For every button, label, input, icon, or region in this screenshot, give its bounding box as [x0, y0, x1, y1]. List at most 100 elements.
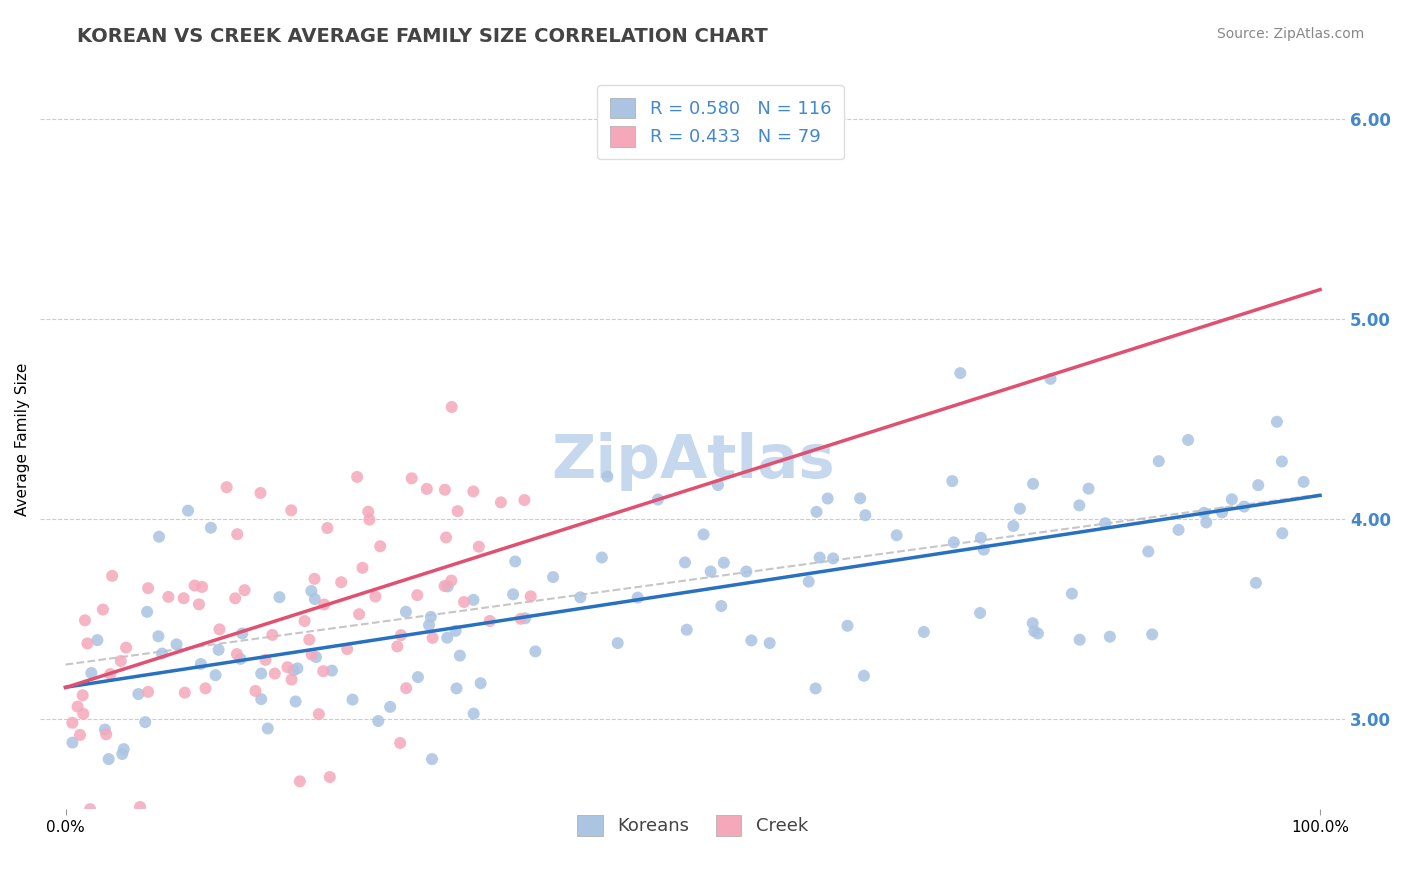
Point [183, 578, 205, 592]
Point [1094, 516, 1116, 531]
Point [817, 491, 839, 506]
Point [804, 681, 827, 696]
Point [973, 542, 995, 557]
Point [194, 681, 217, 696]
Point [308, 707, 330, 722]
Point [245, 684, 267, 698]
Point [468, 540, 491, 554]
Point [433, 483, 456, 497]
Point [316, 521, 339, 535]
Point [314, 598, 336, 612]
Point [98, 667, 121, 681]
Point [1147, 454, 1170, 468]
Point [401, 471, 423, 485]
Point [509, 612, 531, 626]
Point [254, 653, 277, 667]
Point [434, 530, 457, 544]
Point [446, 681, 468, 696]
Point [1211, 505, 1233, 519]
Point [1022, 476, 1045, 491]
Point [378, 700, 401, 714]
Point [1177, 433, 1199, 447]
Point [280, 503, 302, 517]
Point [710, 599, 733, 613]
Point [970, 531, 993, 545]
Point [513, 611, 536, 625]
Text: Source: ZipAtlas.com: Source: ZipAtlas.com [1216, 27, 1364, 41]
Point [298, 632, 321, 647]
Point [80, 665, 103, 680]
Point [357, 505, 380, 519]
Point [269, 590, 291, 604]
Point [541, 570, 564, 584]
Point [1265, 415, 1288, 429]
Point [853, 508, 876, 523]
Point [463, 592, 485, 607]
Point [249, 486, 271, 500]
Point [283, 663, 305, 677]
Point [849, 491, 872, 506]
Point [231, 626, 253, 640]
Point [301, 648, 323, 662]
Point [1233, 500, 1256, 514]
Point [204, 668, 226, 682]
Point [707, 478, 730, 492]
Point [886, 528, 908, 542]
Point [912, 625, 935, 640]
Point [470, 676, 492, 690]
Point [190, 657, 212, 671]
Point [692, 527, 714, 541]
Point [447, 504, 470, 518]
Point [312, 664, 335, 678]
Point [299, 584, 322, 599]
Point [346, 470, 368, 484]
Point [1077, 482, 1099, 496]
Point [288, 774, 311, 789]
Point [1167, 523, 1189, 537]
Point [367, 714, 389, 728]
Point [627, 591, 650, 605]
Point [1271, 526, 1294, 541]
Point [224, 591, 246, 606]
Point [72, 706, 94, 721]
Point [808, 550, 831, 565]
Point [73, 613, 96, 627]
Point [489, 495, 512, 509]
Point [129, 800, 152, 814]
Point [304, 592, 326, 607]
Point [347, 607, 370, 622]
Point [591, 550, 613, 565]
Point [596, 469, 619, 483]
Y-axis label: Average Family Size: Average Family Size [15, 362, 30, 516]
Point [1039, 372, 1062, 386]
Point [208, 623, 231, 637]
Point [225, 647, 247, 661]
Point [284, 694, 307, 708]
Point [229, 652, 252, 666]
Point [112, 742, 135, 756]
Point [1137, 544, 1160, 558]
Point [330, 575, 353, 590]
Point [1098, 630, 1121, 644]
Point [1069, 632, 1091, 647]
Point [226, 527, 249, 541]
Point [207, 643, 229, 657]
Point [1069, 499, 1091, 513]
Point [1195, 516, 1218, 530]
Point [387, 640, 409, 654]
Point [806, 505, 828, 519]
Point [287, 661, 309, 675]
Point [166, 637, 188, 651]
Point [60, 715, 83, 730]
Point [101, 569, 124, 583]
Point [1002, 519, 1025, 533]
Point [389, 628, 412, 642]
Point [1026, 626, 1049, 640]
Point [86, 633, 108, 648]
Point [96, 727, 118, 741]
Point [76, 636, 98, 650]
Point [524, 644, 547, 658]
Point [94, 723, 117, 737]
Point [513, 493, 536, 508]
Point [1060, 587, 1083, 601]
